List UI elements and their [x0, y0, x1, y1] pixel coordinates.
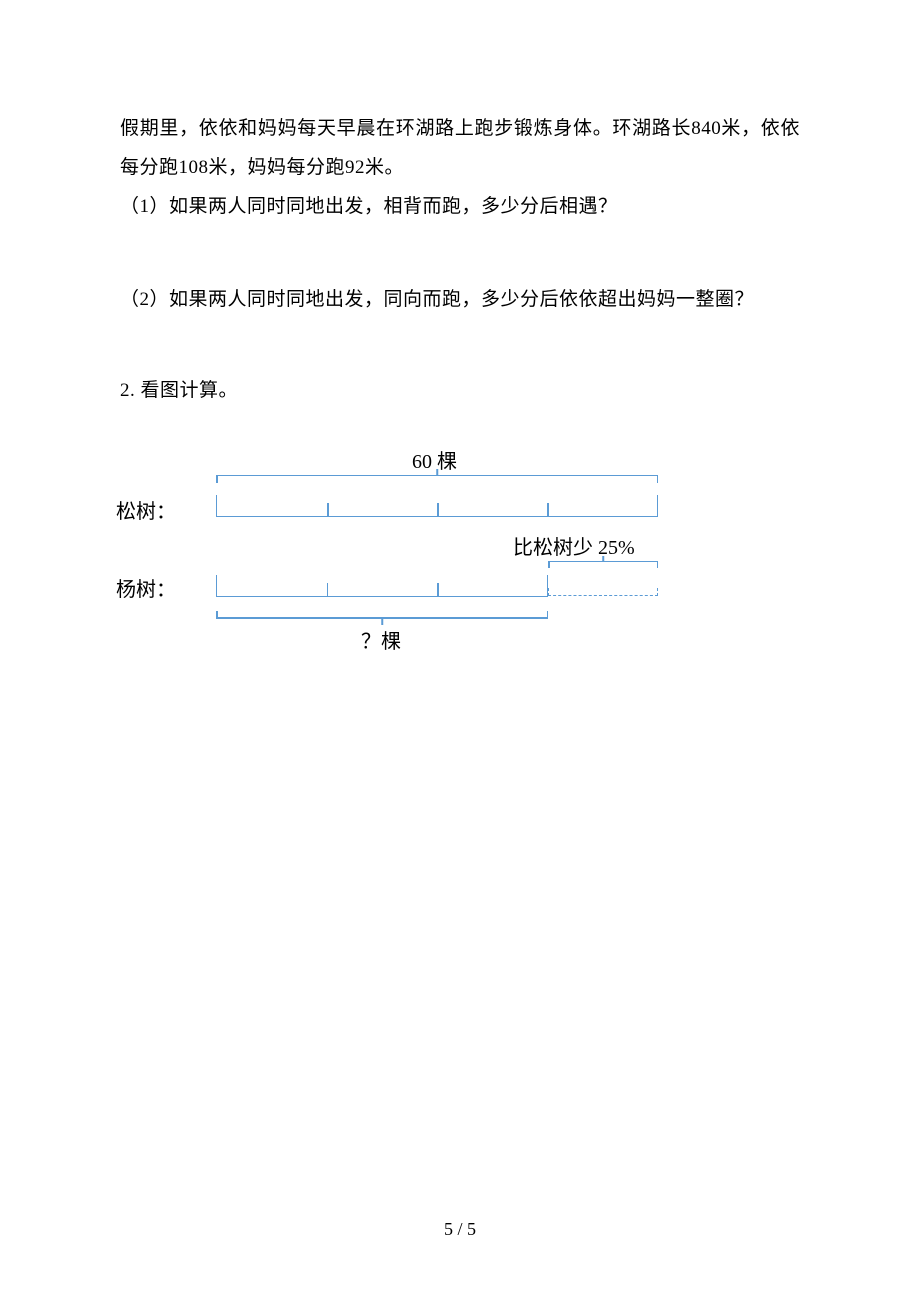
yang-missing-bracket — [548, 561, 658, 573]
diagram-bottom-label: ？棵 — [361, 625, 401, 654]
q1-sub2: （2）如果两人同时同地出发，同向而跑，多少分后依依超出妈妈一整圈？ — [120, 281, 800, 320]
bar-diagram: 60 棵 松树： 比松树少 25% 杨树： ？棵 — [116, 445, 796, 685]
pine-top-bracket — [216, 475, 658, 489]
yang-bottom-bracket — [216, 605, 548, 619]
pine-bar — [216, 495, 658, 517]
page-footer: 5 / 5 — [0, 1219, 920, 1240]
yang-bar-solid — [216, 575, 548, 597]
yang-bar-dashed — [548, 595, 658, 596]
less-than-label: 比松树少 25% — [513, 531, 635, 560]
q1-sub1: （1）如果两人同时同地出发，相背而跑，多少分后相遇？ — [120, 188, 800, 227]
answer-space-1 — [120, 227, 800, 281]
pine-row-label: 松树： — [116, 495, 176, 524]
q1-intro: 假期里，依依和妈妈每天早晨在环湖路上跑步锻炼身体。环湖路长840米，依依每分跑1… — [120, 110, 800, 188]
diagram-top-label: 60 棵 — [412, 445, 457, 474]
yang-row-label: 杨树： — [116, 573, 176, 602]
q2-heading: 2. 看图计算。 — [120, 372, 800, 411]
page: 假期里，依依和妈妈每天早晨在环湖路上跑步锻炼身体。环湖路长840米，依依每分跑1… — [0, 0, 920, 1302]
